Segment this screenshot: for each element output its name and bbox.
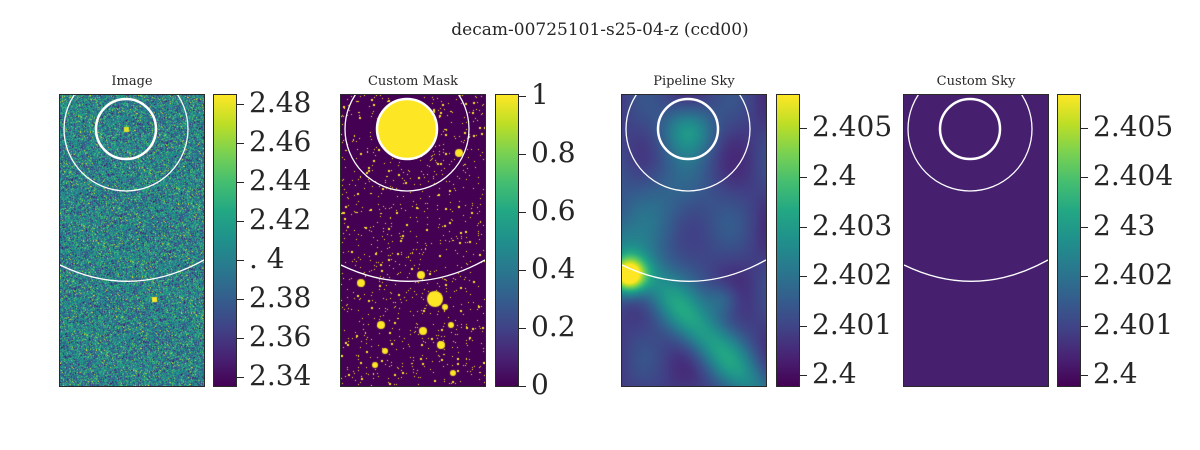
colorbar-tick: [519, 270, 526, 271]
mask-bright-star: [377, 99, 437, 159]
pipeline-sky-heatmap: [622, 95, 766, 386]
colorbar-pipeline-sky: [776, 94, 800, 387]
colorbar-tick: [1081, 227, 1088, 228]
colorbar-tick: [800, 177, 807, 178]
colorbar-tick-label: 2.401: [812, 308, 893, 341]
outer-annulus-circle: [344, 95, 470, 192]
colorbar-tick-label: 2 43: [1093, 209, 1156, 242]
pipeline-sky-panel: [621, 94, 767, 387]
colorbar-tick: [237, 143, 244, 144]
inner-aperture-circle: [938, 97, 1002, 161]
colorbar-tick: [1081, 276, 1088, 277]
colorbar-tick: [237, 104, 244, 105]
colorbar-tick-label: . 4: [249, 242, 285, 275]
colorbar-tick-label: 2.4: [1093, 357, 1138, 390]
colorbar-tick: [237, 260, 244, 261]
mask-overlay: [341, 95, 485, 282]
colorbar-tick-label: 2.4: [812, 159, 857, 192]
colorbar-tick: [800, 326, 807, 327]
custom-sky-panel: [903, 94, 1049, 387]
colorbar-tick: [1081, 375, 1088, 376]
colorbar-tick: [237, 377, 244, 378]
colorbar-tick-label: 2.46: [249, 125, 312, 158]
colorbar-tick: [237, 182, 244, 183]
colorbar-tick: [519, 386, 526, 387]
image-noise-heatmap: [60, 95, 204, 386]
colorbar-tick: [237, 299, 244, 300]
colorbar-tick-label: 2.42: [249, 203, 312, 236]
colorbar-image: [213, 94, 237, 387]
colorbar-tick-label: 2.36: [249, 320, 312, 353]
colorbar-tick-label: 0.2: [531, 310, 576, 343]
colorbar-tick-label: 0.4: [531, 252, 576, 285]
custom-sky-overlay: [904, 95, 1048, 282]
colorbar-tick: [237, 338, 244, 339]
colorbar-tick-label: 0.8: [531, 136, 576, 169]
colorbar-tick: [519, 212, 526, 213]
image-panel: [59, 94, 205, 387]
panel-title-custom-mask: Custom Mask: [367, 74, 459, 89]
colorbar-tick-label: 0: [531, 368, 549, 401]
colorbar-tick-label: 2.405: [1093, 110, 1174, 143]
colorbar-tick: [800, 128, 807, 129]
colorbar-tick-label: 2.405: [812, 110, 893, 143]
colorbar-tick-label: 0.6: [531, 194, 576, 227]
colorbar-tick-label: 2.402: [812, 258, 893, 291]
colorbar-tick: [519, 96, 526, 97]
panel-title-image: Image: [111, 74, 153, 89]
colorbar-tick-label: 2.34: [249, 359, 312, 392]
inner-aperture-circle: [656, 97, 720, 161]
outer-annulus-circle: [907, 95, 1033, 192]
colorbar-tick: [1081, 128, 1088, 129]
inner-aperture-circle: [94, 97, 158, 161]
colorbar-tick-label: 2.38: [249, 281, 312, 314]
colorbar-tick: [519, 154, 526, 155]
colorbar-custom-sky: [1057, 94, 1081, 387]
colorbar-tick-label: 2.4: [812, 357, 857, 390]
colorbar-tick: [519, 328, 526, 329]
colorbar-tick: [237, 221, 244, 222]
figure-title: decam-00725101-s25-04-z (ccd00): [451, 20, 749, 40]
large-arc: [904, 259, 1048, 282]
colorbar-tick-label: 1: [531, 78, 549, 111]
outer-annulus-circle: [63, 95, 189, 192]
colorbar-tick-label: 2.403: [812, 209, 893, 242]
colorbar-tick: [800, 375, 807, 376]
panel-title-custom-sky: Custom Sky: [936, 74, 1016, 89]
custom-mask-panel: [340, 94, 486, 387]
outer-annulus-circle: [625, 95, 751, 192]
colorbar-tick-label: 2.44: [249, 164, 312, 197]
large-arc: [60, 259, 204, 282]
colorbar-tick: [800, 227, 807, 228]
colorbar-custom-mask: [495, 94, 519, 387]
large-arc: [341, 259, 485, 282]
colorbar-tick: [800, 276, 807, 277]
image-overlay: [60, 95, 204, 282]
colorbar-tick-label: 2.402: [1093, 258, 1174, 291]
colorbar-tick-label: 2.404: [1093, 159, 1174, 192]
colorbar-tick-label: 2.48: [249, 86, 312, 119]
colorbar-tick: [1081, 177, 1088, 178]
panel-title-pipeline-sky: Pipeline Sky: [653, 74, 735, 89]
colorbar-tick: [1081, 326, 1088, 327]
inner-aperture-circle: [375, 97, 439, 161]
large-arc: [622, 259, 766, 282]
pipeline-sky-overlay: [622, 95, 766, 282]
colorbar-tick-label: 2.401: [1093, 308, 1174, 341]
